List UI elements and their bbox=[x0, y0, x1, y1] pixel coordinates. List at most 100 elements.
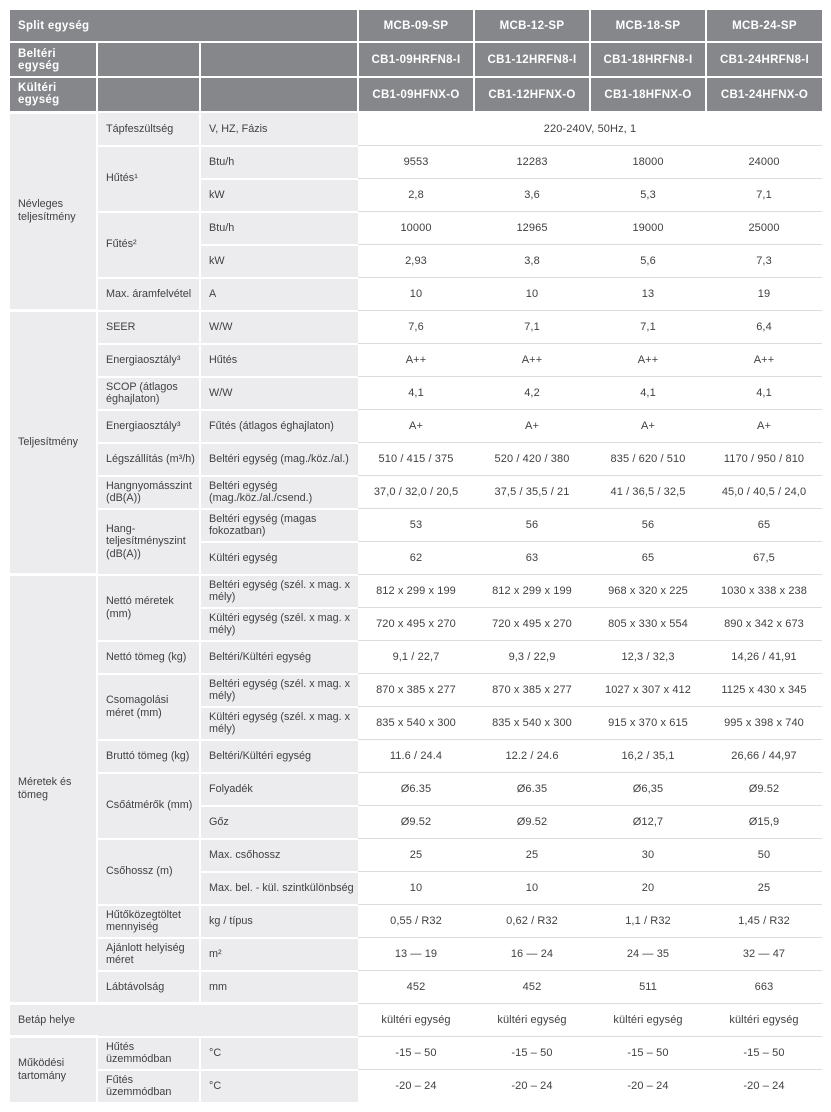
value-cell: 62 bbox=[358, 541, 474, 575]
value-cell: 13 bbox=[590, 277, 706, 311]
spec-row: Gőz Ø9.52 Ø9.52 Ø12,7 Ø15,9 bbox=[10, 804, 822, 839]
parameter-detail-cell: kg / típus bbox=[199, 903, 358, 938]
value-cell: 12283 bbox=[474, 145, 590, 179]
value-cell: 63 bbox=[474, 541, 590, 575]
parameter-cell: Energiaosztály³ bbox=[96, 342, 200, 377]
parameter-detail-cell: Beltéri egység (magas fokozatban) bbox=[199, 507, 358, 542]
section-group-cell: Névleges teljesítmény bbox=[10, 110, 97, 311]
value-cell: 18000 bbox=[590, 145, 706, 179]
value-cell: 45,0 / 40,5 / 24,0 bbox=[706, 475, 822, 509]
spec-row: kW 2,93 3,8 5,6 7,3 bbox=[10, 243, 822, 278]
value-cell: 1,45 / R32 bbox=[706, 904, 822, 938]
spec-row: Betáp helye kültéri egység kültéri egység k… bbox=[10, 1002, 822, 1037]
value-cell: 2,93 bbox=[358, 244, 474, 278]
parameter-cell: Hang-teljesítményszint (dB(A)) bbox=[96, 507, 200, 575]
spec-row: Teljesítmény SEER W/W 7,6 7,1 7,1 6,4 bbox=[10, 309, 822, 575]
value-cell: 25 bbox=[706, 871, 822, 905]
value-cell: A++ bbox=[590, 343, 706, 377]
value-cell: 10 bbox=[358, 277, 474, 311]
parameter-detail-cell: Max. csőhossz bbox=[199, 837, 358, 872]
spec-row: Bruttó tömeg (kg) Beltéri/Kültéri egység 1… bbox=[10, 738, 822, 773]
value-cell: 10 bbox=[358, 871, 474, 905]
parameter-detail-cell: A bbox=[199, 276, 358, 311]
value-cell: 12,3 / 32,3 bbox=[590, 640, 706, 674]
value-cell: 805 x 330 x 554 bbox=[590, 607, 706, 641]
model-name-cell: MCB-09-SP bbox=[357, 10, 474, 43]
value-cell: Ø9.52 bbox=[474, 805, 590, 839]
model-name-cell: CB1-18HRFN8-I bbox=[589, 42, 706, 78]
spec-row: Hűtés¹ Btu/h 9553 12283 18000 24000 bbox=[10, 144, 822, 212]
value-cell: kültéri egység bbox=[590, 1003, 706, 1037]
value-cell: 4,1 bbox=[590, 376, 706, 410]
spec-table: Split egység MCB-09-SP MCB-12-SP MCB-18-SP M… bbox=[10, 10, 822, 1102]
value-cell: 452 bbox=[474, 970, 590, 1004]
value-cell: 4,2 bbox=[474, 376, 590, 410]
parameter-cell: Nettó tömeg (kg) bbox=[96, 639, 200, 674]
parameter-detail-cell: mm bbox=[199, 969, 358, 1004]
parameter-detail-cell: Beltéri/Kültéri egység bbox=[199, 639, 358, 674]
header-label-cell: Beltéri egység bbox=[10, 42, 97, 78]
value-cell: 37,5 / 35,5 / 21 bbox=[474, 475, 590, 509]
spec-row: Ajánlott helyiség méret m² 13 — 19 16 — 24 2… bbox=[10, 936, 822, 971]
parameter-detail-cell: Btu/h bbox=[199, 210, 358, 245]
spec-table-body: Split egység MCB-09-SP MCB-12-SP MCB-18-SP M… bbox=[10, 10, 822, 1102]
value-cell: 720 x 495 x 270 bbox=[358, 607, 474, 641]
spec-row: Csomagolási méret (mm) Beltéri egység (sz… bbox=[10, 672, 822, 740]
value-cell: 7,3 bbox=[706, 244, 822, 278]
parameter-cell: Nettó méretek (mm) bbox=[96, 573, 200, 641]
value-cell: 37,0 / 32,0 / 20,5 bbox=[358, 475, 474, 509]
value-cell: -20 – 24 bbox=[474, 1069, 590, 1102]
value-cell: 19 bbox=[706, 277, 822, 311]
parameter-detail-cell: Btu/h bbox=[199, 144, 358, 179]
parameter-detail-cell: Folyadék bbox=[199, 771, 358, 806]
parameter-cell: Max. áramfelvétel bbox=[96, 276, 200, 311]
value-cell: 26,66 / 44,97 bbox=[706, 739, 822, 773]
parameter-cell: Hűtés üzemmódban bbox=[96, 1035, 200, 1070]
parameter-detail-cell: W/W bbox=[199, 309, 358, 344]
parameter-cell: Légszállítás (m³/h) bbox=[96, 441, 200, 476]
parameter-detail-cell: V, HZ, Fázis bbox=[199, 111, 358, 146]
spec-row: Csőhossz (m) Max. csőhossz 25 25 30 50 bbox=[10, 837, 822, 905]
parameter-cell: Ajánlott helyiség méret bbox=[96, 936, 200, 971]
value-cell: Ø15,9 bbox=[706, 805, 822, 839]
parameter-detail-cell: Kültéri egység bbox=[199, 540, 358, 575]
value-cell: 720 x 495 x 270 bbox=[474, 607, 590, 641]
spec-row: Légszállítás (m³/h) Beltéri egység (mag./… bbox=[10, 441, 822, 476]
value-cell: 12965 bbox=[474, 211, 590, 245]
model-name-cell: CB1-09HFNX-O bbox=[357, 77, 474, 113]
value-cell: 1170 / 950 / 810 bbox=[706, 442, 822, 476]
value-cell: kültéri egység bbox=[358, 1003, 474, 1037]
value-cell: 1,1 / R32 bbox=[590, 904, 706, 938]
parameter-detail-cell: °C bbox=[199, 1035, 358, 1070]
parameter-detail-cell: kW bbox=[199, 243, 358, 278]
parameter-cell: Csőátmérők (mm) bbox=[96, 771, 200, 839]
section-group-cell: Működési tartomány bbox=[10, 1035, 97, 1102]
value-cell: 1030 x 338 x 238 bbox=[706, 574, 822, 608]
model-name-cell: CB1-24HRFN8-I bbox=[705, 42, 822, 78]
value-cell: 30 bbox=[590, 838, 706, 872]
parameter-cell: Bruttó tömeg (kg) bbox=[96, 738, 200, 773]
value-cell: 915 x 370 x 615 bbox=[590, 706, 706, 740]
spec-row: Hang-teljesítményszint (dB(A)) Beltéri eg… bbox=[10, 507, 822, 575]
value-cell: 53 bbox=[358, 508, 474, 542]
value-cell: 9,3 / 22,9 bbox=[474, 640, 590, 674]
value-cell: 67,5 bbox=[706, 541, 822, 575]
value-cell: 5,3 bbox=[590, 178, 706, 212]
parameter-detail-cell: Beltéri egység (szél. x mag. x mély) bbox=[199, 672, 358, 707]
spec-row: Kültéri egység (szél. x mag. x mély) 835 … bbox=[10, 705, 822, 740]
parameter-cell: Hűtés¹ bbox=[96, 144, 200, 212]
value-cell: 870 x 385 x 277 bbox=[474, 673, 590, 707]
value-cell: 870 x 385 x 277 bbox=[358, 673, 474, 707]
value-cell: 7,6 bbox=[358, 310, 474, 344]
spec-row: Csőátmérők (mm) Folyadék Ø6.35 Ø6.35 Ø6,35 Ø9… bbox=[10, 771, 822, 839]
header-label-spacer bbox=[199, 42, 358, 78]
parameter-detail-cell: °C bbox=[199, 1068, 358, 1102]
value-cell: 13 — 19 bbox=[358, 937, 474, 971]
value-cell: 20 bbox=[590, 871, 706, 905]
value-cell: 56 bbox=[474, 508, 590, 542]
parameter-detail-cell: Max. bel. - kül. szintkülönbség bbox=[199, 870, 358, 905]
value-cell: 65 bbox=[706, 508, 822, 542]
value-cell: Ø9.52 bbox=[706, 772, 822, 806]
value-cell: A++ bbox=[358, 343, 474, 377]
parameter-detail-cell: m² bbox=[199, 936, 358, 971]
